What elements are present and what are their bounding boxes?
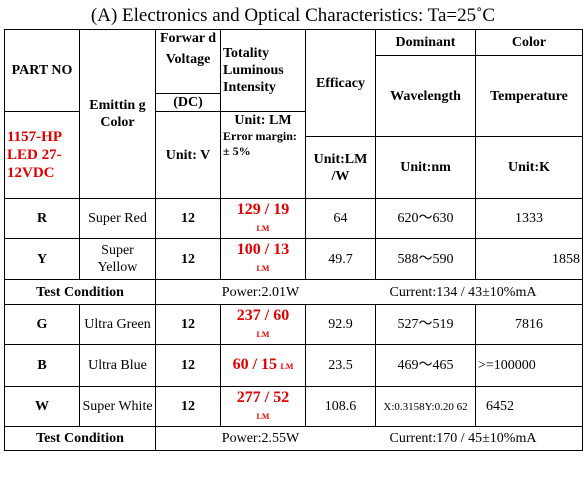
wavelength-cell: 620～630	[375, 198, 476, 239]
wavelength-cell: 527～519	[375, 304, 476, 345]
efficacy-cell: 49.7	[305, 238, 376, 280]
part-cell: R	[4, 198, 80, 239]
power-value: Power:2.55W	[221, 431, 300, 446]
temperature-cell: 7816	[475, 304, 583, 345]
temperature-cell: 6452	[475, 386, 583, 427]
color-cell: Ultra Green	[79, 304, 156, 345]
table-row: R Super Red 12 129 / 19 LM 64 620～630 133…	[4, 198, 583, 239]
header-efficacy: Efficacy	[305, 29, 376, 137]
temperature-cell: >=100000	[475, 344, 583, 387]
efficacy-cell: 92.9	[305, 304, 376, 345]
luminous-cell: 129 / 19 LM	[220, 198, 306, 239]
part-cell: Y	[4, 238, 80, 280]
luminous-cell: 277 / 52 LM	[220, 386, 306, 427]
header-color: Color	[475, 29, 583, 56]
current-value: Current:170 / 45±10%mA	[389, 431, 537, 446]
test-condition-row: Test Condition Power:2.01W Current:134 / …	[4, 279, 583, 305]
header-wavelength: Wavelength	[375, 55, 476, 137]
current-value: Current:134 / 43±10%mA	[389, 284, 537, 300]
part-cell: B	[4, 344, 80, 387]
header-forward-dc: (DC)	[155, 93, 221, 112]
header-forward: Forwar d Voltage	[155, 29, 221, 94]
wavelength-cell: 588～590	[375, 238, 476, 280]
temperature-cell: 1333	[475, 198, 583, 239]
wavelength-cell: X:0.3158Y:0.20 62	[375, 386, 476, 427]
wavelength-cell: 469～465	[375, 344, 476, 387]
temperature-cell: 1858	[475, 238, 583, 280]
header-part-no: PART NO	[4, 29, 80, 112]
header-dominant: Dominant	[375, 29, 476, 56]
color-cell: Super Yellow	[79, 238, 156, 280]
test-condition-label: Test Condition	[4, 279, 156, 305]
header-luminous-intensity: Totality Luminous Intensity	[220, 29, 306, 112]
table-row: B Ultra Blue 12 60 / 15 LM 23.5 469～465 …	[4, 344, 583, 387]
color-cell: Super Red	[79, 198, 156, 239]
efficacy-cell: 23.5	[305, 344, 376, 387]
header-emitting-color: Emittin g Color	[79, 29, 156, 199]
color-cell: Super White	[79, 386, 156, 427]
table-row: W Super White 12 277 / 52 LM 108.6 X:0.31…	[4, 386, 583, 427]
luminous-cell: 100 / 13 LM	[220, 238, 306, 280]
table-row: Y Super Yellow 12 100 / 13 LM 49.7 588～59…	[4, 238, 583, 280]
header-wavelength-unit: Unit:nm	[375, 136, 476, 199]
test-condition-values: Power:2.01W Current:134 / 43±10%mA	[155, 279, 583, 305]
voltage-cell: 12	[155, 198, 221, 239]
test-condition-row: Test Condition Power:2.55W Current:170 / …	[4, 426, 583, 451]
power-value: Power:2.01W	[221, 284, 300, 300]
header-efficacy-unit: Unit:LM /W	[305, 136, 376, 199]
part-cell: G	[4, 304, 80, 345]
voltage-cell: 12	[155, 386, 221, 427]
luminous-cell: 60 / 15 LM	[220, 344, 306, 387]
color-cell: Ultra Blue	[79, 344, 156, 387]
part-model: 1157-HP LED 27-12VDC	[4, 111, 80, 199]
luminous-cell: 237 / 60 LM	[220, 304, 306, 345]
header-temperature: Temperature	[475, 55, 583, 137]
table-row: G Ultra Green 12 237 / 60 LM 92.9 527～519…	[4, 304, 583, 345]
efficacy-cell: 108.6	[305, 386, 376, 427]
characteristics-table: PART NO Emittin g Color Forwar d Voltage…	[4, 29, 583, 451]
efficacy-cell: 64	[305, 198, 376, 239]
header-temperature-unit: Unit:K	[475, 136, 583, 199]
voltage-cell: 12	[155, 238, 221, 280]
header-row: PART NO Emittin g Color Forwar d Voltage…	[4, 29, 583, 199]
voltage-cell: 12	[155, 304, 221, 345]
table-title: (A) Electronics and Optical Characterist…	[90, 5, 496, 26]
header-luminous-unit: Unit: LM Error margin: ± 5%	[220, 111, 306, 199]
part-cell: W	[4, 386, 80, 427]
voltage-cell: 12	[155, 344, 221, 387]
test-condition-label: Test Condition	[4, 426, 156, 451]
test-condition-values: Power:2.55W Current:170 / 45±10%mA	[155, 426, 583, 451]
header-voltage-unit: Unit: V	[155, 111, 221, 199]
